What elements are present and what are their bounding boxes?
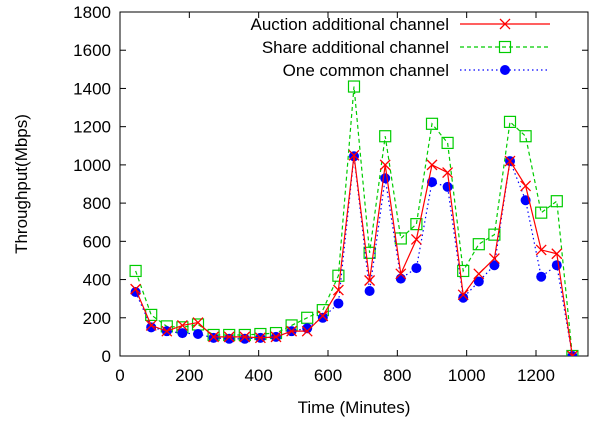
y-axis-title: Throughput(Mbps) xyxy=(12,114,31,254)
data-point xyxy=(410,218,423,231)
data-point xyxy=(332,284,344,296)
data-point xyxy=(473,268,485,280)
data-point xyxy=(223,331,235,343)
legend-marker xyxy=(500,65,510,75)
data-point xyxy=(536,271,547,282)
y-tick-label: 600 xyxy=(83,232,111,251)
series-0 xyxy=(130,149,578,356)
data-point xyxy=(364,275,376,286)
series-2 xyxy=(130,151,578,356)
data-point xyxy=(535,244,547,256)
plot-frame xyxy=(119,11,589,357)
data-point xyxy=(520,180,532,192)
data-point xyxy=(145,319,157,331)
data-point xyxy=(488,253,500,264)
data-point xyxy=(379,130,392,143)
data-point xyxy=(301,311,314,324)
data-point xyxy=(457,289,469,301)
data-point xyxy=(301,325,313,337)
data-point xyxy=(193,329,203,340)
x-tick-label: 1200 xyxy=(517,366,555,385)
data-point xyxy=(441,136,454,150)
x-tick-label: 0 xyxy=(115,366,124,385)
legend-label: One common channel xyxy=(283,61,449,80)
data-point xyxy=(442,167,454,178)
data-point xyxy=(425,117,439,130)
data-point xyxy=(177,328,188,339)
x-tick-label: 200 xyxy=(175,366,203,385)
x-axis-title: Time (Minutes) xyxy=(298,398,411,417)
data-point xyxy=(161,325,173,337)
x-tick-label: 600 xyxy=(314,366,342,385)
x-tick-label: 400 xyxy=(244,366,272,385)
data-point xyxy=(348,149,360,161)
data-point xyxy=(317,310,329,322)
legend-label: Auction additional channel xyxy=(251,15,449,34)
data-point xyxy=(254,332,266,344)
data-point xyxy=(457,264,470,278)
data-point xyxy=(473,276,484,287)
data-point xyxy=(503,115,517,128)
data-point xyxy=(192,317,204,329)
x-tick-label: 800 xyxy=(383,366,411,385)
data-point xyxy=(317,312,328,323)
x-tick-label: 1000 xyxy=(448,366,486,385)
data-point xyxy=(239,333,250,344)
legend-marker xyxy=(498,40,512,54)
data-point xyxy=(519,130,532,143)
y-tick-label: 1800 xyxy=(73,3,111,22)
y-tick-label: 200 xyxy=(83,309,111,328)
data-point xyxy=(130,283,142,295)
data-point xyxy=(411,263,422,274)
data-point xyxy=(224,333,235,344)
y-tick-label: 1600 xyxy=(73,41,111,60)
data-point xyxy=(442,181,453,192)
data-point xyxy=(332,269,345,282)
legend-label: Share additional channel xyxy=(262,38,449,57)
data-point xyxy=(380,173,391,184)
y-tick-label: 800 xyxy=(83,194,111,213)
y-tick-label: 1200 xyxy=(73,118,111,137)
data-point xyxy=(489,260,500,271)
y-tick-label: 1400 xyxy=(73,79,111,98)
data-point xyxy=(550,195,563,208)
data-point xyxy=(208,331,220,343)
data-point xyxy=(347,80,361,93)
data-point xyxy=(379,159,391,171)
data-point xyxy=(270,331,282,343)
series-line xyxy=(135,86,573,356)
data-point xyxy=(286,325,298,337)
data-point xyxy=(551,248,563,260)
data-point xyxy=(472,238,485,251)
data-point xyxy=(129,264,142,278)
y-tick-label: 400 xyxy=(83,271,111,290)
legend-marker xyxy=(499,18,511,30)
data-point xyxy=(364,286,375,297)
data-point xyxy=(566,349,579,356)
data-point xyxy=(551,260,562,271)
data-point xyxy=(146,322,157,333)
y-tick-label: 0 xyxy=(102,347,111,366)
data-point xyxy=(566,350,578,356)
data-point xyxy=(191,318,205,331)
data-point xyxy=(458,292,469,303)
data-point xyxy=(504,155,516,167)
data-point xyxy=(239,331,251,343)
data-point xyxy=(535,206,548,219)
data-point xyxy=(395,268,407,280)
data-point xyxy=(333,298,344,309)
y-tick-label: 1000 xyxy=(73,156,111,175)
data-point xyxy=(176,319,188,331)
data-point xyxy=(426,159,438,171)
data-point xyxy=(410,233,422,245)
series-1 xyxy=(129,80,579,356)
data-point xyxy=(145,308,158,322)
data-point xyxy=(488,228,501,241)
